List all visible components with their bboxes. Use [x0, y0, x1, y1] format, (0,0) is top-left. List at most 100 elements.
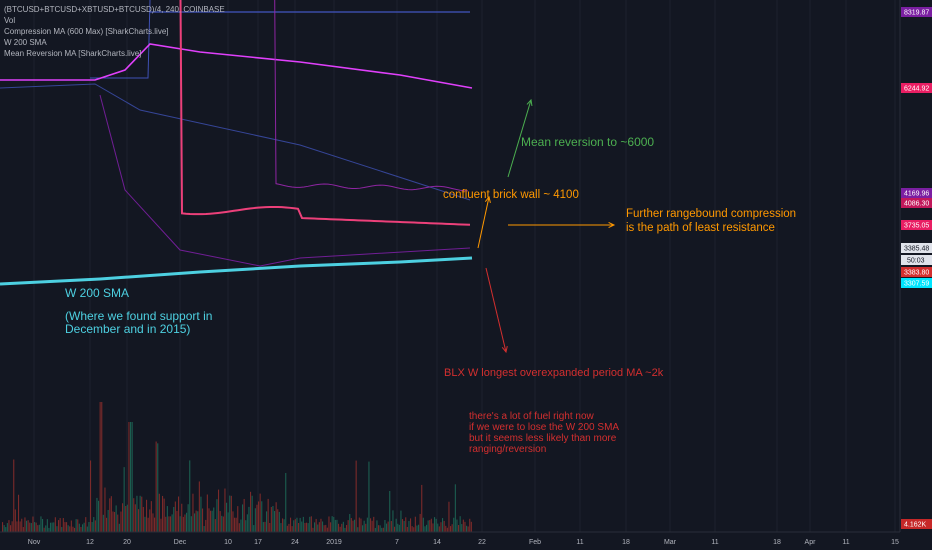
- volume-bar: [182, 516, 184, 532]
- time-tick-label: 22: [478, 539, 486, 546]
- volume-bar: [258, 501, 260, 532]
- volume-bar: [69, 526, 71, 532]
- volume-bar: [458, 525, 460, 532]
- annotations: Mean reversion to ~6000 confluent brick w…: [65, 98, 796, 455]
- volume-bar: [123, 467, 125, 532]
- volume-bar: [152, 513, 154, 532]
- volume-bar: [22, 527, 24, 532]
- volume-bar: [350, 518, 352, 532]
- price-badge-label: 3385.48: [904, 246, 929, 253]
- volume-bar: [190, 516, 192, 532]
- volume-bar: [290, 517, 292, 532]
- volume-bar: [397, 523, 399, 532]
- legend-volume[interactable]: Vol: [4, 16, 16, 25]
- volume-bar: [307, 523, 309, 532]
- volume-bar: [216, 499, 218, 532]
- volume-bar: [107, 509, 109, 532]
- volume-bar: [272, 505, 274, 532]
- volume-bar: [254, 508, 256, 532]
- volume-bar: [264, 521, 266, 532]
- volume-bar: [299, 517, 301, 532]
- volume-bar: [406, 526, 408, 532]
- time-tick-label: 18: [773, 539, 781, 546]
- volume-bar: [53, 522, 55, 532]
- volume-bar: [451, 524, 453, 532]
- volume-bar: [304, 522, 306, 532]
- countdown-badge: [901, 255, 932, 265]
- price-badge: [901, 83, 932, 93]
- price-badge: [901, 220, 932, 230]
- volume-bar: [386, 523, 388, 532]
- time-axis[interactable]: Nov 12 20 Dec 10 17 24 2019 7 14 22 Feb 11 18 Mar 11 18 A…: [0, 531, 900, 546]
- volume-bar: [24, 517, 26, 532]
- volume-bar: [448, 501, 450, 532]
- volume-bar: [387, 521, 389, 532]
- volume-bar: [437, 523, 439, 532]
- price-axis[interactable]: 7650.006900.005700.005300.004900.004500.…: [899, 0, 932, 550]
- volume-bar: [6, 523, 8, 532]
- volume-bar: [219, 511, 221, 532]
- volume-bar: [94, 520, 96, 532]
- volume-bar: [179, 516, 181, 532]
- volume-bar: [117, 514, 119, 532]
- volume-bar: [358, 517, 360, 532]
- mean-reversion-arrow: [507, 99, 532, 178]
- volume-bar: [237, 506, 239, 532]
- volume-bar: [424, 526, 426, 532]
- volume-bar: [14, 509, 16, 532]
- volume-bar: [371, 520, 373, 532]
- volume-bar: [104, 487, 106, 532]
- volume-bar: [66, 522, 68, 532]
- volume-bar: [16, 521, 18, 532]
- volume-bar: [435, 518, 437, 532]
- volume-bar: [440, 522, 442, 532]
- volume-bar: [75, 519, 77, 532]
- volume-bar: [373, 516, 375, 532]
- w200-sma-line: [0, 256, 473, 286]
- legend-mean-reversion-ma[interactable]: Mean Reversion MA [SharkCharts.live]: [4, 49, 142, 58]
- volume-bar: [285, 472, 287, 532]
- time-tick-label: 15: [891, 539, 899, 546]
- volume-bar: [315, 518, 317, 532]
- volume-bar: [131, 422, 133, 532]
- volume-bar: [384, 519, 386, 532]
- brick-wall-arrow: [477, 196, 490, 249]
- fuel-note-line: but it seems less likely than more: [469, 433, 617, 444]
- volume-bar: [102, 514, 104, 532]
- volume-bar: [293, 520, 295, 532]
- legend-w200-sma[interactable]: W 200 SMA: [4, 38, 47, 47]
- volume-bar: [195, 510, 197, 532]
- volume-bar: [221, 515, 223, 532]
- volume-bar: [29, 522, 31, 532]
- volume-bar: [197, 511, 199, 532]
- volume-bar: [246, 514, 248, 532]
- volume-bar: [248, 506, 250, 532]
- grid-lines: [33, 0, 896, 532]
- volume-bar: [240, 519, 242, 532]
- volume-bar: [267, 498, 269, 532]
- price-badge: [901, 267, 932, 277]
- volume-bar: [58, 520, 60, 532]
- brick-wall-arrow-head: [484, 195, 491, 203]
- volume-bar: [419, 513, 421, 532]
- legend-symbol[interactable]: (BTCUSD+BTCUSD+XBTUSD+BTCUSD)/4, 240, CO…: [4, 5, 225, 14]
- volume-bar: [430, 518, 432, 532]
- volume-bar: [178, 496, 180, 532]
- volume-bar: [26, 520, 28, 532]
- legend-compression-ma[interactable]: Compression MA (600 Max) [SharkCharts.li…: [4, 27, 169, 36]
- fuel-note-line: if we were to lose the W 200 SMA: [469, 422, 619, 433]
- volume-bar: [186, 512, 188, 532]
- compression-lower-line: [0, 83, 471, 201]
- volume-bar: [306, 522, 308, 532]
- compression-band-line: [90, 0, 151, 79]
- volume-bar: [349, 514, 351, 532]
- volume-bar: [146, 499, 148, 532]
- volume-bar: [213, 507, 215, 532]
- volume-bar: [277, 509, 279, 532]
- volume-bar: [88, 522, 90, 532]
- price-badge: [901, 188, 932, 198]
- volume-bar: [443, 520, 445, 532]
- volume-bar: [266, 511, 268, 532]
- price-badge: [901, 278, 932, 288]
